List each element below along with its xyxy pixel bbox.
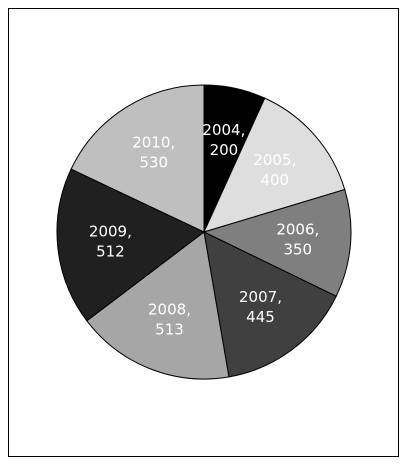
- pie-label-year: 2007,: [239, 288, 282, 306]
- pie-label-value: 400: [260, 171, 289, 189]
- pie-label-year: 2006,: [276, 221, 319, 239]
- pie-label-value: 530: [139, 154, 168, 172]
- pie-label-2009: 2009, 512: [89, 223, 132, 261]
- pie-label-year: 2004,: [202, 121, 245, 139]
- pie-label-value: 445: [246, 308, 275, 326]
- pie-slice-2010: [70, 84, 205, 233]
- pie-label-2006: 2006, 350: [276, 221, 319, 259]
- pie-label-2008: 2008, 513: [148, 301, 191, 339]
- pie-label-value: 200: [210, 141, 239, 159]
- pie-slice-2007: [203, 231, 337, 378]
- pie-label-value: 513: [155, 321, 184, 339]
- pie-labels: 2004, 200 2005, 400 2006, 350 2007, 445 2008, 513…: [89, 121, 319, 339]
- pie-slices: [56, 84, 352, 380]
- pie-label-year: 2005,: [253, 151, 296, 169]
- pie-label-2005: 2005, 400: [253, 151, 296, 189]
- pie-slice-2009: [56, 168, 205, 322]
- pie-label-2007: 2007, 445: [239, 288, 282, 326]
- pie-slice-2008: [86, 231, 230, 380]
- pie-slice-2006: [202, 188, 352, 297]
- pie-label-year: 2008,: [148, 301, 191, 319]
- pie-label-2010: 2010, 530: [132, 134, 175, 172]
- pie-label-year: 2009,: [89, 223, 132, 241]
- pie-label-2004: 2004, 200: [202, 121, 245, 159]
- pie-label-value: 350: [283, 241, 312, 259]
- pie-label-value: 512: [96, 243, 125, 261]
- pie-slice-2005: [203, 97, 346, 233]
- pie-label-year: 2010,: [132, 134, 175, 152]
